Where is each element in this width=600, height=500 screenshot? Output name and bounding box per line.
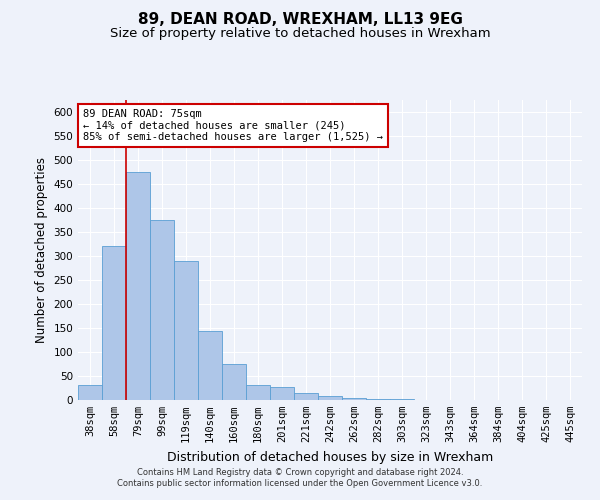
Bar [342,398,366,400]
Bar [150,220,174,400]
Text: Size of property relative to detached houses in Wrexham: Size of property relative to detached ho… [110,28,490,40]
Bar [270,386,294,400]
Bar [294,393,318,400]
Bar [174,261,198,400]
X-axis label: Distribution of detached houses by size in Wrexham: Distribution of detached houses by size … [167,450,493,464]
Bar [222,364,246,400]
Bar [78,384,102,400]
Bar [246,384,270,400]
Text: Contains HM Land Registry data © Crown copyright and database right 2024.
Contai: Contains HM Land Registry data © Crown c… [118,468,482,487]
Bar [126,172,150,400]
Bar [366,399,390,400]
Bar [198,332,222,400]
Text: 89, DEAN ROAD, WREXHAM, LL13 9EG: 89, DEAN ROAD, WREXHAM, LL13 9EG [137,12,463,28]
Bar [318,396,342,400]
Y-axis label: Number of detached properties: Number of detached properties [35,157,48,343]
Text: 89 DEAN ROAD: 75sqm
← 14% of detached houses are smaller (245)
85% of semi-detac: 89 DEAN ROAD: 75sqm ← 14% of detached ho… [83,109,383,142]
Bar [102,246,126,400]
Bar [390,399,414,400]
